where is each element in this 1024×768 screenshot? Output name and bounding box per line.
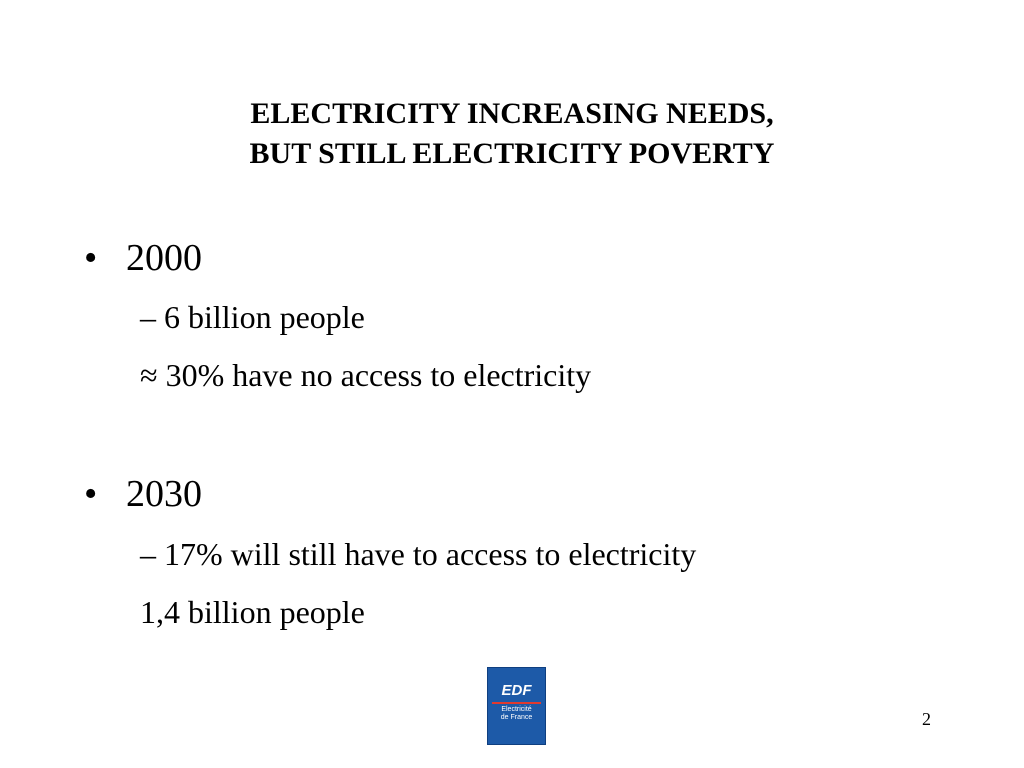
bullet-dot: • — [84, 473, 98, 515]
sub-item-population-2030: 1,4 billion people — [140, 594, 365, 630]
bullet-label: 2030 — [126, 473, 202, 515]
bullet-dot: • — [84, 237, 98, 279]
edf-logo-brand: EDF — [501, 682, 532, 699]
bullet-year-2000: • 2000 — [84, 236, 202, 280]
edf-logo: EDF Electricité de France — [487, 667, 546, 745]
bullet-label: 2000 — [126, 237, 202, 279]
slide-title-line-1: ELECTRICITY INCREASING NEEDS, — [250, 97, 774, 130]
sub-item-no-access-2000: ≈ 30% have no access to electricity — [140, 357, 592, 393]
sub-item-no-access-2030: – 17% will still have to access to elect… — [140, 536, 697, 572]
edf-logo-subtitle: Electricité de France — [500, 706, 533, 721]
slide-title-line-2: BUT STILL ELECTRICITY POVERTY — [249, 137, 775, 170]
bullet-year-2030: • 2030 — [84, 472, 202, 516]
edf-logo-stripe — [492, 702, 541, 704]
page-number: 2 — [922, 709, 931, 729]
slide-title: ELECTRICITY INCREASING NEEDS, BUT STILL … — [0, 94, 1024, 174]
sub-item-population-2000: – 6 billion people — [140, 299, 365, 335]
